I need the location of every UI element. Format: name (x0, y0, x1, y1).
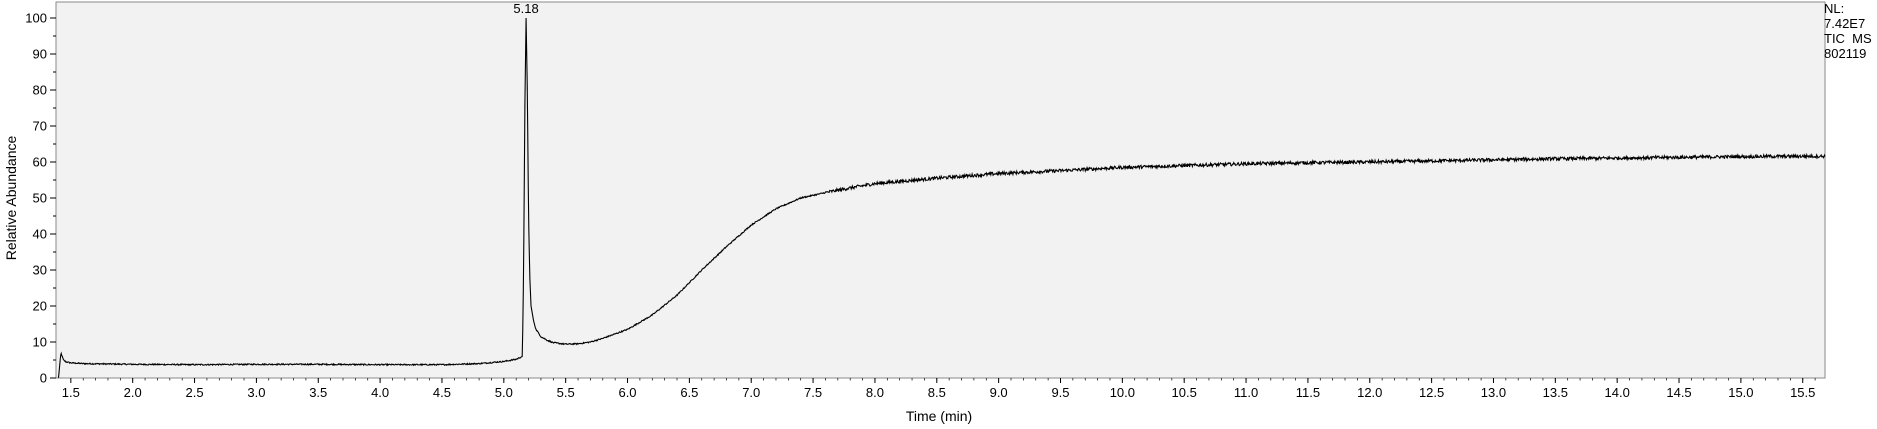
series-line-tic (57, 17, 1826, 378)
y-axis-title: Relative Abundance (3, 136, 19, 261)
x-tick-label: 14.0 (1605, 385, 1630, 400)
normalization-label: NL: (1824, 1, 1845, 16)
x-tick-label: 9.5 (1051, 385, 1069, 400)
y-tick-label: 60 (33, 155, 47, 170)
x-axis-title: Time (min) (906, 408, 972, 424)
y-tick-label: 0 (40, 371, 47, 386)
x-tick-label: 4.0 (371, 385, 389, 400)
peak-label: 5.18 (513, 1, 538, 16)
y-tick-label: 100 (25, 11, 47, 26)
y-tick-label: 70 (33, 119, 47, 134)
plot-area (55, 1, 1826, 379)
x-tick-label: 12.0 (1357, 385, 1382, 400)
x-tick-label: 3.5 (309, 385, 327, 400)
x-tick-label: 7.5 (804, 385, 822, 400)
x-tick-label: 7.0 (742, 385, 760, 400)
x-tick-label: 14.5 (1666, 385, 1691, 400)
x-tick-label: 15.5 (1790, 385, 1815, 400)
x-tick-label: 11.0 (1234, 385, 1258, 400)
x-tick-label: 4.5 (433, 385, 451, 400)
x-tick-label: 9.0 (990, 385, 1008, 400)
y-tick-label: 40 (33, 227, 47, 242)
x-tick-label: 6.5 (680, 385, 698, 400)
x-tick-label: 12.5 (1419, 385, 1444, 400)
x-tick-label: 8.0 (866, 385, 884, 400)
normalization-value: 7.42E7 (1824, 16, 1866, 31)
y-tick-label: 90 (33, 47, 47, 62)
x-tick-label: 15.0 (1728, 385, 1753, 400)
x-tick-label: 2.0 (124, 385, 142, 400)
y-tick-label: 20 (33, 299, 47, 314)
x-axis: 1.5 2.0 2.5 3.0 3.5 4.0 4.5 5.0 5.5 6.0 6.5 7.0 7.5 8… (62, 378, 1816, 400)
trace-info: NL: 7.42E7 TIC MS 802119 (1824, 1, 1872, 61)
y-tick-label: 80 (33, 83, 47, 98)
x-tick-label: 5.0 (495, 385, 513, 400)
y-tick-label: 10 (33, 335, 47, 350)
x-tick-label: 8.5 (928, 385, 946, 400)
x-tick-label: 1.5 (62, 385, 80, 400)
x-tick-label: 5.5 (557, 385, 575, 400)
x-tick-label: 13.0 (1481, 385, 1506, 400)
x-tick-label: 2.5 (186, 385, 204, 400)
x-tick-label: 3.0 (247, 385, 265, 400)
peak-annotations: 5.18 (513, 1, 538, 16)
x-tick-label: 6.0 (618, 385, 636, 400)
trace-type: TIC MS (1824, 31, 1872, 46)
x-tick-label: 11.5 (1296, 385, 1320, 400)
y-tick-label: 50 (33, 191, 47, 206)
y-axis: 0 10 20 30 40 50 60 70 80 90 100 (25, 11, 56, 386)
x-tick-label: 10.0 (1110, 385, 1135, 400)
x-tick-label: 10.5 (1172, 385, 1197, 400)
file-name: 802119 (1824, 46, 1867, 61)
x-tick-label: 13.5 (1543, 385, 1568, 400)
y-tick-label: 30 (33, 263, 47, 278)
